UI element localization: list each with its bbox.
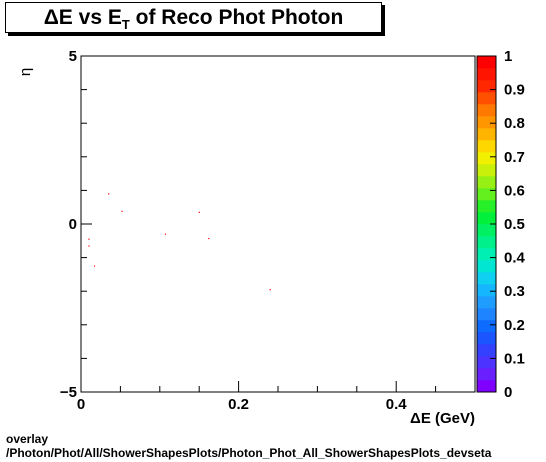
x-tick-label: 0.2 xyxy=(228,396,249,413)
colorbar-segment xyxy=(477,140,496,153)
scatter-point xyxy=(269,289,271,291)
colorbar-segment xyxy=(477,224,496,237)
colorbar-layer: 0 0.1 0.2 0.3 0.4 0.5 0.6 0.7 0.8 0.9 1 xyxy=(476,48,526,401)
colorbar-tick-label: 1 xyxy=(504,48,512,65)
colorbar-segment xyxy=(477,356,496,369)
colorbar-tick-label: 0.7 xyxy=(504,149,525,166)
plot-frame xyxy=(80,55,476,393)
colorbar-tick-label: 0.5 xyxy=(504,216,525,233)
chart-title-main: ΔE vs E xyxy=(43,6,122,29)
colorbar-segment xyxy=(477,152,496,165)
colorbar-segment xyxy=(477,68,496,81)
footer-overlay-label: overlay xyxy=(6,432,49,446)
colorbar-segment xyxy=(477,380,496,393)
scatter-point xyxy=(88,245,90,247)
colorbar-segment xyxy=(477,176,496,189)
chart-title-rest: of Reco Phot Photon xyxy=(129,6,344,29)
colorbar-tick-label: 0.4 xyxy=(504,250,526,267)
scatter-point xyxy=(93,265,96,267)
colorbar-segment xyxy=(477,128,496,141)
colorbar-segment xyxy=(477,92,496,105)
y-tick-label: 5 xyxy=(69,48,77,65)
colorbar-segment xyxy=(477,344,496,357)
scatter-point xyxy=(164,233,167,235)
colorbar-segment xyxy=(477,188,496,201)
chart-title-box: ΔE vs ET of Reco Phot Photon xyxy=(5,2,382,33)
scatter-point xyxy=(208,237,210,240)
colorbar-segment xyxy=(477,116,496,129)
colorbar-segment xyxy=(477,164,496,177)
colorbar-segment xyxy=(477,332,496,345)
colorbar-segment xyxy=(477,320,496,333)
y-tick-label: −5 xyxy=(60,384,77,401)
colorbar-tick-label: 0 xyxy=(504,384,512,401)
scatter-point xyxy=(88,238,90,240)
colorbar-segment xyxy=(477,368,496,381)
colorbar-segment xyxy=(477,212,496,225)
y-tick-label: 0 xyxy=(69,216,77,233)
scatter-point xyxy=(121,210,123,212)
colorbar-segment xyxy=(477,296,496,309)
colorbar-segment xyxy=(477,260,496,273)
scatter-point xyxy=(108,193,110,195)
footer-path-label: /Photon/Phot/All/ShowerShapesPlots/Photo… xyxy=(6,446,492,460)
colorbar-segment xyxy=(477,200,496,213)
colorbar-tick-label: 0.3 xyxy=(504,283,525,300)
colorbar-segment xyxy=(477,308,496,321)
chart-title-subscript: T xyxy=(121,17,130,33)
x-axis-label: ΔE (GeV) xyxy=(410,410,475,427)
scatter-point xyxy=(198,211,200,213)
x-tick-label: 0 xyxy=(77,396,85,413)
colorbar-segment xyxy=(477,80,496,93)
points-layer xyxy=(88,193,271,291)
colorbar-segment xyxy=(477,248,496,261)
colorbar-segment xyxy=(477,56,496,69)
colorbar-tick-label: 0.2 xyxy=(504,317,525,334)
colorbar-segment xyxy=(477,284,496,297)
chart-title: ΔE vs ET of Reco Phot Photon xyxy=(6,6,381,32)
colorbar-tick-label: 0.9 xyxy=(504,82,525,99)
colorbar-tick-label: 0.6 xyxy=(504,182,525,199)
y-axis-label: η xyxy=(17,68,34,76)
colorbar-segment xyxy=(477,104,496,117)
colorbar-segment xyxy=(477,272,496,285)
colorbar-tick-label: 0.8 xyxy=(504,115,525,132)
colorbar-tick-label: 0.1 xyxy=(504,350,525,367)
colorbar-segment xyxy=(477,236,496,249)
x-tick-label: 0.4 xyxy=(386,396,408,413)
